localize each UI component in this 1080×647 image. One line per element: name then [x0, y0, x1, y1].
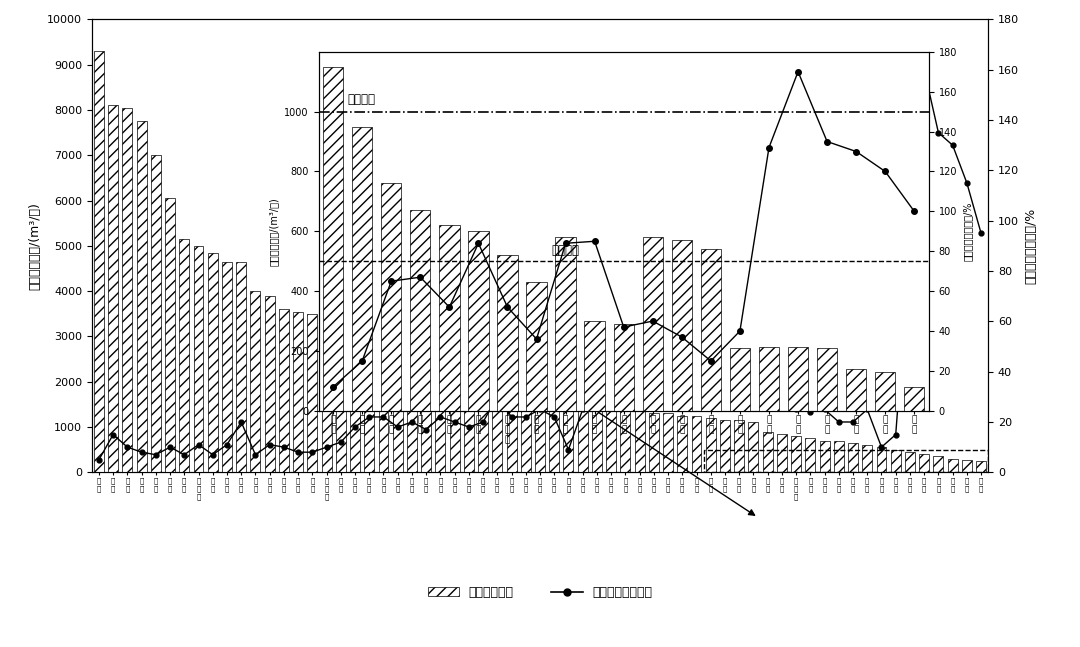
Bar — [704, 450, 988, 472]
Bar — [497, 255, 517, 411]
Y-axis label: 人均水资源量/(m³/人): 人均水资源量/(m³/人) — [28, 202, 41, 290]
Bar — [350, 320, 360, 472]
Bar — [421, 357, 431, 472]
Bar — [564, 397, 573, 472]
Bar — [165, 198, 175, 472]
Bar — [207, 253, 218, 472]
Bar — [904, 387, 924, 411]
Bar — [649, 413, 659, 472]
Bar — [720, 421, 730, 472]
Bar — [875, 372, 895, 411]
Bar — [862, 445, 873, 472]
Bar — [677, 416, 687, 472]
Bar — [933, 457, 944, 472]
Bar — [730, 348, 751, 411]
Bar — [407, 330, 417, 472]
Bar — [877, 448, 887, 472]
Bar — [323, 67, 343, 411]
Bar — [759, 347, 779, 411]
Bar — [976, 461, 986, 472]
Bar — [308, 314, 318, 472]
Y-axis label: 水资源开发利用率/%: 水资源开发利用率/% — [1025, 208, 1038, 284]
Bar — [806, 439, 815, 472]
Bar — [663, 413, 673, 472]
Bar — [478, 379, 488, 472]
Bar — [521, 393, 530, 472]
Bar — [507, 391, 516, 472]
Bar — [788, 347, 808, 411]
Bar — [705, 418, 716, 472]
Bar — [222, 261, 232, 472]
Bar — [584, 321, 605, 411]
Bar — [947, 459, 958, 472]
Y-axis label: 人均水资源量/(m³/人): 人均水资源量/(m³/人) — [269, 197, 279, 266]
Bar — [734, 421, 744, 472]
Bar — [620, 409, 631, 472]
Bar — [108, 105, 118, 472]
Bar — [435, 359, 445, 472]
Bar — [762, 432, 772, 472]
Bar — [265, 296, 274, 472]
Bar — [592, 402, 602, 472]
Bar — [848, 443, 858, 472]
Bar — [578, 400, 588, 472]
Bar — [469, 232, 488, 411]
Bar — [635, 411, 645, 472]
Bar — [151, 155, 161, 472]
Bar — [410, 210, 431, 411]
Bar — [606, 404, 616, 472]
Bar — [748, 422, 758, 472]
Bar — [613, 324, 634, 411]
Bar — [701, 249, 721, 411]
Bar — [891, 450, 901, 472]
Bar — [336, 320, 346, 472]
Bar — [535, 395, 545, 472]
Bar — [816, 348, 837, 411]
Bar — [352, 127, 373, 411]
Bar — [846, 369, 866, 411]
Bar — [179, 239, 189, 472]
Bar — [193, 246, 203, 472]
Text: 重度缺水: 重度缺水 — [348, 93, 376, 105]
Text: 极度缺水: 极度缺水 — [551, 244, 579, 257]
Bar — [393, 327, 403, 472]
Bar — [834, 441, 843, 472]
Bar — [672, 240, 692, 411]
Bar — [440, 225, 459, 411]
Legend: 人均水资源量, 水资源开发利用率: 人均水资源量, 水资源开发利用率 — [422, 581, 658, 604]
Bar — [378, 323, 389, 472]
Bar — [237, 261, 246, 472]
Bar — [526, 282, 546, 411]
Bar — [293, 311, 303, 472]
Bar — [777, 434, 787, 472]
Bar — [492, 382, 502, 472]
Bar — [643, 237, 663, 411]
Bar — [550, 397, 559, 472]
Bar — [136, 122, 147, 472]
Bar — [464, 368, 474, 472]
Bar — [94, 51, 104, 472]
Bar — [820, 441, 829, 472]
Bar — [919, 454, 929, 472]
Bar — [905, 452, 915, 472]
Bar — [449, 361, 460, 472]
Bar — [322, 318, 332, 472]
Bar — [279, 309, 288, 472]
Bar — [691, 416, 702, 472]
Bar — [251, 291, 260, 472]
Bar — [364, 320, 375, 472]
Bar — [122, 107, 133, 472]
Bar — [962, 459, 972, 472]
Bar — [792, 436, 801, 472]
Bar — [381, 184, 402, 411]
Y-axis label: 水资源开发利用率/%: 水资源开发利用率/% — [962, 202, 973, 261]
Bar — [555, 237, 576, 411]
